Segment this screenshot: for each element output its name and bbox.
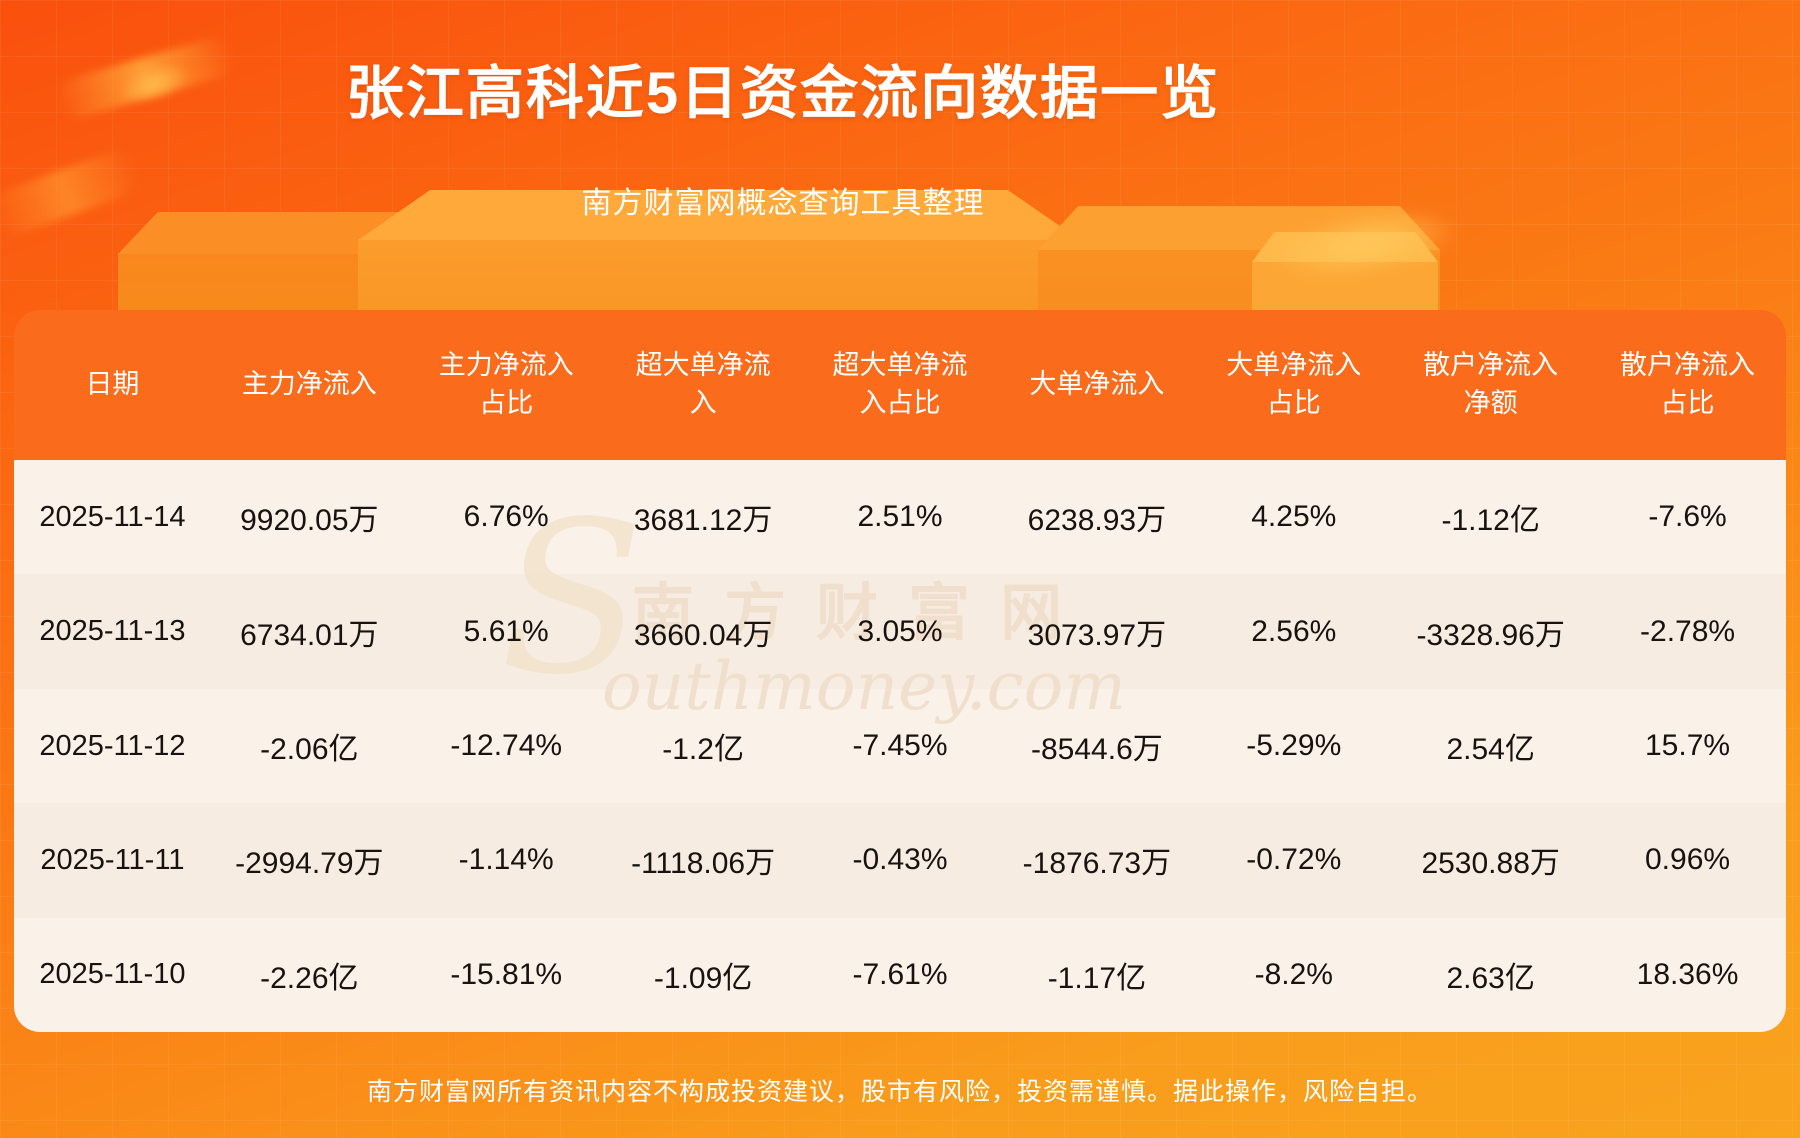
value-cell: -1.2亿 bbox=[662, 733, 744, 767]
value-cell: -15.81% bbox=[450, 957, 563, 991]
date-cell: 2025-11-10 bbox=[39, 958, 186, 991]
date-cell: 2025-11-14 bbox=[39, 500, 186, 533]
value-cell: -7.45% bbox=[852, 729, 948, 763]
date-cell: 2025-11-13 bbox=[39, 615, 186, 648]
value-cell: -7.6% bbox=[1648, 500, 1727, 534]
podium-block-left bbox=[118, 212, 560, 312]
value-cell: -1.17亿 bbox=[1047, 961, 1147, 995]
value-cell: -2994.79万 bbox=[235, 847, 384, 881]
column-header: 超大单净流入占比 bbox=[832, 350, 968, 418]
fund-flow-table: 日期 主力净流入 主力净流入占比 超大单净流入 超大单净流入占比 大单净流入 大单净流入占比… bbox=[14, 310, 1786, 1032]
value-cell: -0.43% bbox=[852, 843, 948, 877]
value-cell: 3660.04万 bbox=[633, 618, 773, 652]
column-header: 主力净流入 bbox=[241, 369, 377, 400]
page-title: 张江高科近5日资金流向数据一览 bbox=[345, 61, 1221, 126]
value-cell: 6.76% bbox=[463, 500, 549, 534]
page-header: 张江高科近5日资金流向数据一览 南方财富网概念查询工具整理 bbox=[0, 0, 1566, 222]
table-row: 2025-11-14 9920.05万 6.76% 3681.12万 2.51% 6238… bbox=[14, 460, 1786, 575]
value-cell: -5.29% bbox=[1246, 729, 1342, 763]
column-header: 大单净流入 bbox=[1029, 369, 1165, 400]
table-row: 2025-11-11 -2994.79万 -1.14% -1118.06万 -0.43%… bbox=[14, 803, 1786, 918]
column-header: 散户净流入占比 bbox=[1620, 350, 1756, 418]
value-cell: 3.05% bbox=[857, 614, 943, 648]
value-cell: 6734.01万 bbox=[240, 618, 379, 652]
value-cell: 2.63亿 bbox=[1446, 961, 1535, 995]
value-cell: -1.12亿 bbox=[1441, 504, 1540, 538]
table-header-row: 日期 主力净流入 主力净流入占比 超大单净流入 超大单净流入占比 大单净流入 大单净流入占比… bbox=[14, 310, 1786, 460]
column-header: 日期 bbox=[85, 369, 140, 400]
value-cell: 2.54亿 bbox=[1446, 733, 1535, 767]
table-row: 2025-11-10 -2.26亿 -15.81% -1.09亿 -7.61% -1.17… bbox=[14, 917, 1786, 1032]
value-cell: -1118.06万 bbox=[631, 847, 776, 881]
value-cell: -2.06亿 bbox=[260, 733, 359, 767]
column-header: 超大单净流入 bbox=[635, 350, 771, 418]
table-row: 2025-11-12 -2.06亿 -12.74% -1.2亿 -7.45% -8544.… bbox=[14, 688, 1786, 804]
value-cell: 3681.12万 bbox=[633, 504, 773, 538]
column-header: 主力净流入占比 bbox=[438, 350, 574, 418]
value-cell: 2.56% bbox=[1251, 614, 1337, 648]
value-cell: -8544.6万 bbox=[1031, 733, 1163, 767]
table-row: 2025-11-13 6734.01万 5.61% 3660.04万 3.05% 3073… bbox=[14, 574, 1786, 689]
value-cell: -3328.96万 bbox=[1416, 618, 1565, 652]
value-cell: -12.74% bbox=[450, 729, 563, 763]
value-cell: -0.72% bbox=[1246, 843, 1342, 877]
value-cell: -2.78% bbox=[1640, 614, 1736, 648]
page-subtitle: 南方财富网概念查询工具整理 bbox=[581, 187, 985, 220]
value-cell: 4.25% bbox=[1251, 500, 1337, 534]
value-cell: 5.61% bbox=[463, 614, 549, 648]
value-cell: -1.14% bbox=[458, 843, 554, 877]
podium-block-far-right bbox=[1252, 232, 1438, 312]
value-cell: 3073.97万 bbox=[1027, 618, 1167, 652]
table-body: S 南方财富网 outhmoney.com 2025-11-14 9920.05万… bbox=[14, 460, 1786, 1032]
date-cell: 2025-11-11 bbox=[40, 843, 185, 876]
value-cell: -1.09亿 bbox=[653, 961, 753, 995]
disclaimer-text: 南方财富网所有资讯内容不构成投资建议，股市有风险，投资需谨慎。据此操作，风险自担… bbox=[366, 1078, 1433, 1106]
column-header: 散户净流入净额 bbox=[1423, 350, 1559, 418]
value-cell: -2.26亿 bbox=[260, 961, 359, 995]
value-cell: 6238.93万 bbox=[1027, 504, 1167, 538]
value-cell: -1876.73万 bbox=[1022, 847, 1172, 881]
date-cell: 2025-11-12 bbox=[39, 729, 186, 762]
value-cell: -8.2% bbox=[1254, 957, 1333, 991]
value-cell: 2530.88万 bbox=[1421, 847, 1560, 881]
value-cell: 18.36% bbox=[1636, 957, 1739, 991]
value-cell: -7.61% bbox=[852, 957, 948, 991]
value-cell: 15.7% bbox=[1645, 729, 1731, 763]
value-cell: 0.96% bbox=[1645, 843, 1731, 877]
value-cell: 9920.05万 bbox=[240, 504, 379, 538]
column-header: 大单净流入占比 bbox=[1226, 350, 1362, 418]
value-cell: 2.51% bbox=[857, 500, 943, 534]
